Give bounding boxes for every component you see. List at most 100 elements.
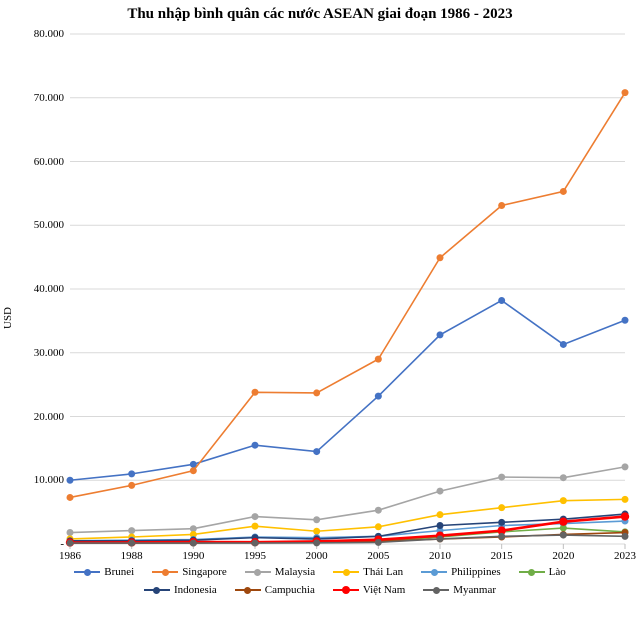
series-marker [375,356,382,363]
series-marker [498,474,505,481]
legend-item: Philippines [421,566,501,578]
chart-container: Thu nhập bình quân các nước ASEAN giai đ… [0,0,640,626]
legend-item: Lào [519,566,566,578]
y-tick-label: - [60,538,64,550]
series-marker [622,533,629,540]
series-line [70,300,625,480]
series-marker [128,482,135,489]
legend-item: Malaysia [245,566,315,578]
series-marker [67,477,74,484]
series-marker [313,516,320,523]
x-tick-label: 2005 [367,550,389,562]
series-marker [190,540,197,547]
legend-label: Singapore [182,566,227,578]
series-marker [375,523,382,530]
series-marker [498,519,505,526]
series-marker [313,528,320,535]
legend-label: Indonesia [174,584,217,596]
x-tick-label: 2000 [306,550,328,562]
x-tick-label: 1995 [244,550,266,562]
series-marker [498,202,505,209]
series-marker [560,532,567,539]
series-marker [622,463,629,470]
series-marker [375,507,382,514]
legend-label: Malaysia [275,566,315,578]
legend: Brunei Singapore Malaysia Thái Lan Philippin… [0,566,640,596]
legend-label: Campuchia [265,584,315,596]
series-marker [375,393,382,400]
series-marker [128,527,135,534]
legend-item: Việt Nam [333,584,405,596]
series-marker [67,529,74,536]
series-marker [437,511,444,518]
y-tick-label: 10.000 [34,474,64,486]
series-marker [622,496,629,503]
series-marker [313,448,320,455]
x-tick-label: 1988 [121,550,143,562]
series-marker [437,331,444,338]
series-marker [560,188,567,195]
legend-swatch [421,566,447,578]
series-line [70,499,625,539]
chart-title: Thu nhập bình quân các nước ASEAN giai đ… [0,6,640,23]
x-tick-label: 2023 [614,550,636,562]
series-marker [559,517,567,525]
legend-swatch [235,584,261,596]
series-marker [67,494,74,501]
series-marker [622,317,629,324]
series-marker [622,89,629,96]
legend-swatch [333,584,359,596]
legend-label: Lào [549,566,566,578]
series-marker [560,497,567,504]
series-marker [67,540,74,547]
series-marker [621,512,629,520]
legend-item: Thái Lan [333,566,403,578]
x-tick-label: 1986 [59,550,81,562]
series-marker [190,467,197,474]
legend-item: Brunei [74,566,134,578]
legend-label: Thái Lan [363,566,403,578]
series-marker [498,297,505,304]
legend-swatch [333,566,359,578]
series-marker [313,539,320,546]
series-line [70,467,625,533]
series-marker [437,488,444,495]
series-marker [252,513,259,520]
y-tick-label: 60.000 [34,156,64,168]
series-marker [437,522,444,529]
legend-item: Singapore [152,566,227,578]
x-tick-label: 2010 [429,550,451,562]
y-tick-label: 40.000 [34,283,64,295]
series-marker [128,540,135,547]
series-marker [252,442,259,449]
series-marker [128,470,135,477]
legend-label: Myanmar [453,584,496,596]
series-line [70,93,625,498]
series-marker [252,540,259,547]
y-tick-label: 30.000 [34,347,64,359]
legend-item: Campuchia [235,584,315,596]
legend-swatch [152,566,178,578]
x-tick-label: 1990 [182,550,204,562]
series-marker [437,254,444,261]
legend-swatch [74,566,100,578]
y-tick-label: 70.000 [34,92,64,104]
legend-swatch [144,584,170,596]
legend-label: Philippines [451,566,501,578]
y-axis-label: USD [2,307,14,329]
x-tick-label: 2020 [552,550,574,562]
series-marker [313,389,320,396]
y-tick-label: 50.000 [34,219,64,231]
plot-area: -10.00020.00030.00040.00050.00060.00070.… [70,34,625,544]
legend-item: Myanmar [423,584,496,596]
series-marker [498,504,505,511]
legend-swatch [519,566,545,578]
series-marker [252,523,259,530]
series-marker [560,341,567,348]
y-tick-label: 20.000 [34,411,64,423]
legend-swatch [245,566,271,578]
y-tick-label: 80.000 [34,28,64,40]
x-tick-label: 2015 [491,550,513,562]
series-marker [498,533,505,540]
series-marker [560,474,567,481]
